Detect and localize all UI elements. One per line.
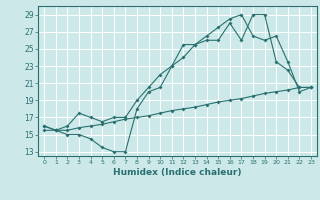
X-axis label: Humidex (Indice chaleur): Humidex (Indice chaleur) — [113, 168, 242, 177]
